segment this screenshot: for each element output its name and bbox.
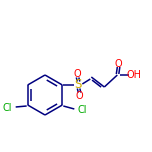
Text: O: O <box>114 59 122 69</box>
Text: S: S <box>75 78 82 92</box>
Text: O: O <box>76 91 83 101</box>
Text: OH: OH <box>127 70 142 80</box>
Text: Cl: Cl <box>3 103 12 113</box>
Text: O: O <box>74 69 81 79</box>
Text: Cl: Cl <box>78 105 87 115</box>
